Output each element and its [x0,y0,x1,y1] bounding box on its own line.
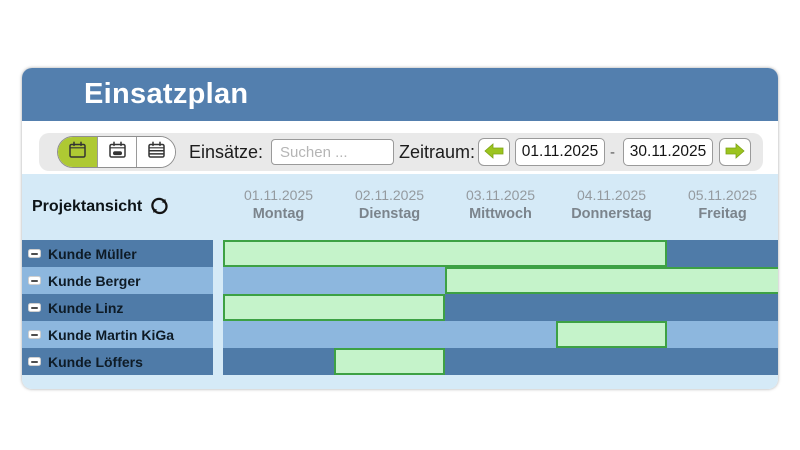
row-timeline [223,240,778,267]
schedule-panel: Projektansicht 01.11.2025 Montag 02.11.202… [22,174,778,389]
calendar-list-icon [146,140,167,164]
list-view-button[interactable] [136,137,175,167]
collapse-minus-icon [31,279,38,282]
row-timeline [223,294,778,321]
row-timeline [223,321,778,348]
row-label: Kunde Martin KiGa [48,326,175,343]
schedule-bar[interactable] [223,294,445,321]
table-row: Kunde Martin KiGa [22,321,778,348]
collapse-minus-icon [31,360,38,363]
row-label-cell[interactable]: Kunde Löffers [22,348,213,375]
page-title: Einsatzplan [84,78,249,110]
day-header: 03.11.2025 Mittwoch [445,174,556,223]
toolbar: Einsätze: Zeitraum: - [39,133,763,171]
zeitraum-label: Zeitraum: [398,141,475,162]
day-header: 02.11.2025 Dienstag [334,174,445,223]
row-label: Kunde Müller [48,245,137,262]
date-range-separator: - [610,143,615,161]
row-label-cell[interactable]: Kunde Müller [22,240,213,267]
arrow-left-icon [483,142,505,163]
day-date: 04.11.2025 [576,187,647,203]
collapse-row-button[interactable] [28,330,41,339]
collapse-row-button[interactable] [28,303,41,312]
collapse-row-button[interactable] [28,357,41,366]
row-label: Kunde Linz [48,299,124,316]
schedule-header: Projektansicht 01.11.2025 Montag 02.11.202… [22,174,778,240]
row-gap [213,348,223,375]
day-header: 04.11.2025 Donnerstag [556,174,667,223]
row-gap [213,267,223,294]
day-weekday: Mittwoch [469,206,532,222]
month-view-button[interactable] [58,137,97,167]
table-row: Kunde Löffers [22,348,778,375]
arrow-right-icon [724,142,746,163]
day-header: 01.11.2025 Montag [223,174,334,223]
day-view-button[interactable] [97,137,136,167]
day-weekday: Montag [252,206,305,222]
collapse-minus-icon [31,306,38,309]
row-label: Kunde Berger [48,272,141,289]
row-label-cell[interactable]: Kunde Linz [22,294,213,321]
search-input[interactable] [271,139,395,165]
table-row: Kunde Linz [22,294,778,321]
row-label-cell[interactable]: Kunde Martin KiGa [22,321,213,348]
schedule-bar[interactable] [334,348,445,375]
day-weekday: Donnerstag [571,206,652,222]
schedule-bar[interactable] [223,240,667,267]
table-row: Kunde Berger [22,267,778,294]
date-from-input[interactable] [515,138,605,166]
collapse-row-button[interactable] [28,276,41,285]
view-switcher [57,136,176,168]
day-weekday: Dienstag [358,206,421,222]
collapse-row-button[interactable] [28,249,41,258]
row-timeline [223,348,778,375]
refresh-button[interactable] [146,193,175,222]
einsatzplan-window: Einsatzplan Einsätze: Zeitraum: - [22,68,778,389]
row-label: Kunde Löffers [48,353,143,370]
next-period-button[interactable] [719,138,751,166]
table-row: Kunde Müller [22,240,778,267]
row-timeline [223,267,778,294]
day-date: 02.11.2025 [354,187,425,203]
collapse-minus-icon [31,252,38,255]
date-to-input[interactable] [623,138,713,166]
schedule-bar[interactable] [556,321,667,348]
calendar-month-icon [67,140,88,164]
schedule-rows: Kunde Müller Kunde Berger Kunde Linz Kunde … [22,240,778,375]
refresh-icon [146,193,175,222]
day-date: 03.11.2025 [465,187,536,203]
day-header: 05.11.2025 Freitag [667,174,778,223]
calendar-day-icon [107,140,128,164]
einsaetze-label: Einsätze: [189,141,264,162]
title-bar: Einsatzplan [22,68,778,121]
day-date: 01.11.2025 [243,187,314,203]
view-label: Projektansicht [32,198,143,215]
day-weekday: Freitag [698,206,747,222]
row-gap [213,240,223,267]
collapse-minus-icon [31,333,38,336]
row-label-cell[interactable]: Kunde Berger [22,267,213,294]
toolbar-zone: Einsätze: Zeitraum: - [22,121,778,174]
day-date: 05.11.2025 [687,187,758,203]
row-gap [213,294,223,321]
previous-period-button[interactable] [478,138,510,166]
schedule-bar[interactable] [445,267,778,294]
day-headers: 01.11.2025 Montag 02.11.2025 Dienstag 03.11.… [223,174,778,223]
row-gap [213,321,223,348]
